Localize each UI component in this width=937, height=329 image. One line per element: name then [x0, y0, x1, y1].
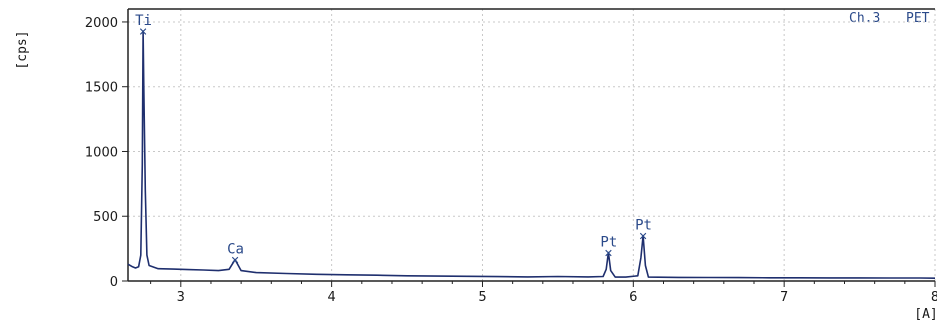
x-axis-label: [A]	[914, 307, 937, 322]
y-tick-label: 500	[93, 210, 118, 225]
x-tick-label: 8	[931, 290, 937, 305]
peak-label: Pt	[635, 218, 652, 234]
axes	[127, 8, 935, 282]
peak-label: Ti	[135, 13, 152, 29]
spectrum-line	[127, 30, 936, 279]
x-ticks: 3 4 5 6 7 8	[150, 281, 937, 305]
channel-label: Ch.3	[849, 11, 880, 26]
peak-label: Ca	[227, 242, 244, 258]
y-tick-label: 0	[110, 275, 118, 290]
y-tick-label: 1000	[85, 145, 118, 160]
series-group	[127, 30, 936, 279]
y-tick-label: 2000	[85, 16, 118, 31]
peak-marker: ×	[139, 24, 147, 40]
y-tick-label: 1500	[85, 81, 118, 96]
x-tick-label: 4	[327, 290, 335, 305]
peak-marker: ×	[231, 253, 239, 269]
x-tick-label: 6	[629, 290, 637, 305]
y-ticks: 0 500 1000 1500 2000	[85, 16, 128, 290]
peak-marker: ×	[604, 246, 612, 262]
crystal-label: PET	[906, 11, 930, 26]
x-tick-label: 3	[177, 290, 185, 305]
x-tick-label: 7	[780, 290, 788, 305]
y-axis-label: [cps]	[15, 30, 30, 69]
annotations: ×Ti×Ca ×Pt ×Pt	[135, 13, 652, 269]
x-tick-label: 5	[478, 290, 486, 305]
grid	[128, 9, 936, 281]
peak-label: Pt	[600, 235, 617, 251]
peak-marker: ×	[639, 229, 647, 245]
